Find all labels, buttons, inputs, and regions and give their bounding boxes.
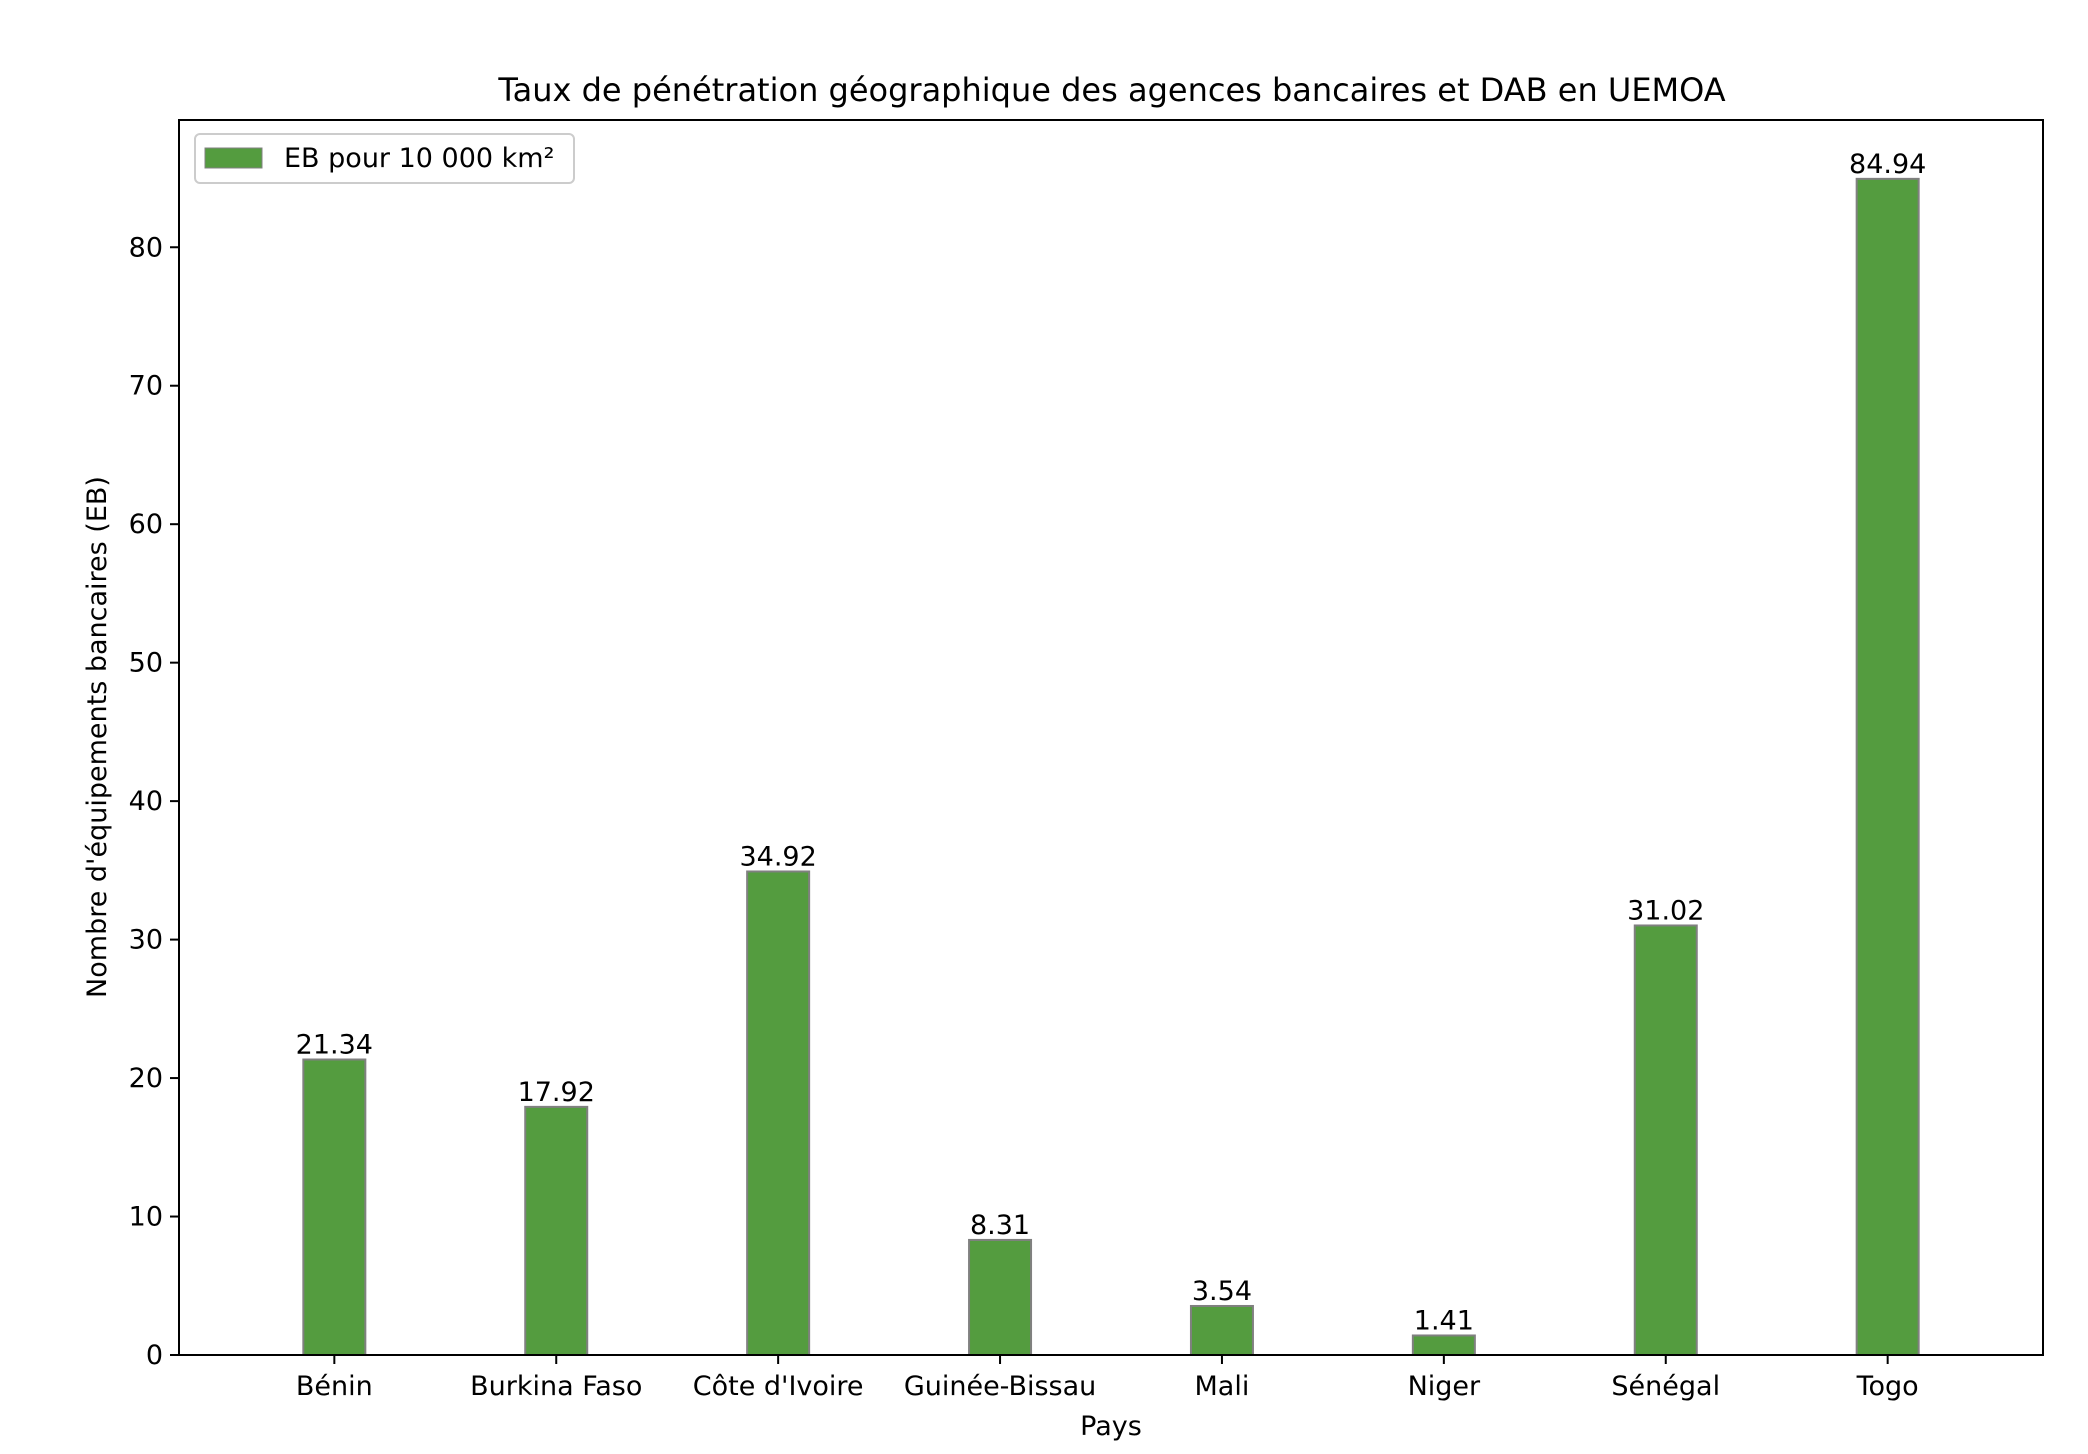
value-label-togo: 84.94: [1849, 149, 1926, 180]
y-tick-label-80: 80: [129, 232, 163, 263]
x-tick-label-niger: Niger: [1408, 1371, 1481, 1402]
bar-niger: [1411, 1334, 1476, 1357]
bar-mali: [1189, 1304, 1254, 1357]
x-tick-label-mali: Mali: [1195, 1371, 1250, 1402]
value-labels-layer: 21.34 17.92 34.92 8.31 3.54 1.41 31.02 84.94: [296, 149, 1927, 1337]
value-label-guinee-bissau: 8.31: [970, 1210, 1030, 1241]
y-tick-label-0: 0: [146, 1340, 163, 1371]
x-tick-label-togo: Togo: [1856, 1371, 1919, 1402]
legend-label-eb-pour-10000-km2: EB pour 10 000 km²: [284, 143, 554, 174]
bar-senegal: [1633, 924, 1698, 1356]
chart-title: Taux de pénétration géographique des age…: [497, 71, 1725, 109]
y-tick-label-30: 30: [129, 925, 163, 956]
y-tick-label-20: 20: [129, 1063, 163, 1094]
value-label-cote-d-ivoire: 34.92: [739, 841, 816, 872]
value-label-benin: 21.34: [296, 1030, 373, 1061]
value-label-senegal: 31.02: [1627, 895, 1704, 926]
y-axis: 0 10 20 30 40 50 60 70 80: [129, 232, 179, 1371]
x-tick-label-guinee-bissau: Guinée-Bissau: [904, 1371, 1096, 1402]
y-tick-label-60: 60: [129, 509, 163, 540]
plot-area-frame: [178, 119, 2044, 1356]
y-tick-label-50: 50: [129, 648, 163, 679]
value-label-burkina-faso: 17.92: [518, 1077, 595, 1108]
value-label-mali: 3.54: [1192, 1276, 1252, 1307]
x-tick-label-cote-d-ivoire: Côte d'Ivoire: [693, 1371, 864, 1402]
value-label-niger: 1.41: [1414, 1305, 1474, 1336]
x-tick-label-benin: Bénin: [296, 1371, 373, 1402]
x-tick-label-burkina-faso: Burkina Faso: [470, 1371, 642, 1402]
bar-togo: [1855, 177, 1920, 1356]
y-tick-label-10: 10: [129, 1202, 163, 1233]
x-tick-label-senegal: Sénégal: [1611, 1371, 1720, 1402]
bar-guinee-bissau: [968, 1238, 1033, 1357]
y-axis-label: Nombre d'équipements bancaires (EB): [82, 476, 113, 998]
x-axis: Bénin Burkina Faso Côte d'Ivoire Guinée-Bis…: [296, 1355, 1919, 1402]
legend-swatch: [204, 147, 263, 169]
x-axis-label: Pays: [1080, 1411, 1142, 1442]
bar-burkina-faso: [524, 1105, 589, 1356]
bar-cote-d-ivoire: [746, 870, 811, 1356]
legend: EB pour 10 000 km²: [194, 133, 575, 184]
bar-benin: [302, 1058, 367, 1356]
y-tick-label-70: 70: [129, 371, 163, 402]
y-tick-label-40: 40: [129, 786, 163, 817]
bars-layer: [302, 177, 1920, 1357]
legend-frame: [194, 133, 575, 184]
